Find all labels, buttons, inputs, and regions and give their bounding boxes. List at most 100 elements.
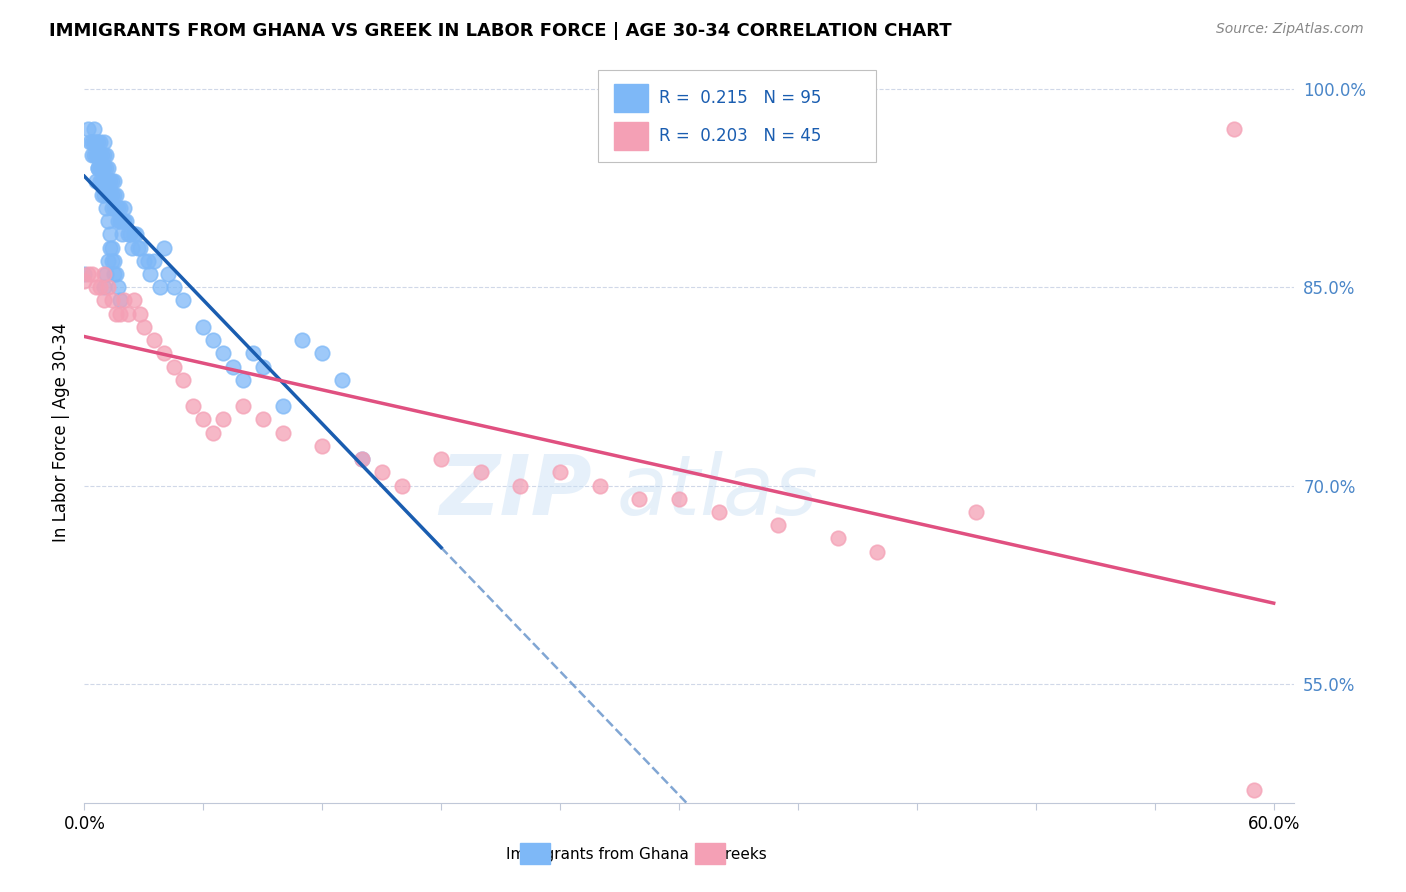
Point [105, 267, 128, 281]
Point [183, 399, 205, 413]
Point [83, 135, 105, 149]
Point [93, 148, 115, 162]
Point [149, 280, 172, 294]
Point [222, 359, 245, 374]
Point [89, 174, 111, 188]
Point [142, 333, 165, 347]
Point [93, 135, 115, 149]
Point [101, 240, 124, 255]
Point [152, 240, 174, 255]
Point [89, 148, 111, 162]
Point [866, 544, 889, 558]
Point [83, 121, 105, 136]
Point [125, 227, 148, 242]
FancyBboxPatch shape [599, 70, 876, 162]
Point [98, 227, 121, 242]
Point [172, 293, 194, 308]
Point [77, 267, 100, 281]
Text: Source: ZipAtlas.com: Source: ZipAtlas.com [1216, 22, 1364, 37]
Point [121, 240, 143, 255]
Point [271, 399, 294, 413]
Point [589, 478, 612, 492]
Text: ZIP: ZIP [440, 451, 592, 533]
Text: R =  0.203   N = 45: R = 0.203 N = 45 [659, 127, 821, 145]
Point [108, 214, 131, 228]
Point [548, 465, 571, 479]
Point [96, 148, 118, 162]
Point [107, 214, 129, 228]
Point [77, 121, 100, 136]
Point [232, 373, 254, 387]
Point [122, 227, 145, 242]
Point [91, 187, 114, 202]
Point [430, 452, 453, 467]
Point [89, 161, 111, 176]
Point [122, 293, 145, 308]
Point [91, 174, 114, 188]
Point [84, 148, 107, 162]
Bar [695, 843, 725, 863]
Point [73, 274, 96, 288]
Point [509, 478, 531, 492]
Point [965, 505, 987, 519]
Point [103, 267, 125, 281]
Point [82, 135, 104, 149]
Point [136, 253, 159, 268]
Point [97, 214, 120, 228]
Bar [520, 843, 550, 863]
Point [87, 148, 110, 162]
Point [97, 161, 120, 176]
Point [93, 187, 115, 202]
Text: Immigrants from Ghana: Immigrants from Ghana [506, 847, 689, 863]
Point [108, 201, 131, 215]
Point [82, 267, 104, 281]
Point [162, 280, 184, 294]
Point [101, 293, 124, 308]
Y-axis label: In Labor Force | Age 30-34: In Labor Force | Age 30-34 [52, 323, 70, 542]
Text: R =  0.215   N = 95: R = 0.215 N = 95 [659, 89, 821, 107]
Point [827, 532, 849, 546]
Point [156, 267, 179, 281]
Point [91, 148, 114, 162]
Point [101, 201, 124, 215]
Point [108, 307, 131, 321]
Point [291, 333, 314, 347]
Point [96, 161, 118, 176]
Point [212, 346, 235, 360]
Point [1243, 782, 1265, 797]
Point [311, 439, 333, 453]
Point [193, 319, 215, 334]
Point [96, 267, 118, 281]
Point [107, 201, 129, 215]
Point [117, 307, 139, 321]
Point [172, 373, 194, 387]
Point [93, 174, 115, 188]
Point [103, 174, 125, 188]
Point [93, 267, 115, 281]
Point [252, 412, 274, 426]
Point [117, 227, 139, 242]
Point [202, 333, 225, 347]
Point [112, 293, 135, 308]
Point [101, 253, 124, 268]
Point [79, 135, 101, 149]
Point [212, 412, 235, 426]
Point [97, 280, 120, 294]
Point [87, 161, 110, 176]
Point [766, 518, 789, 533]
Point [105, 201, 128, 215]
Point [103, 187, 125, 202]
Point [93, 161, 115, 176]
Point [242, 346, 264, 360]
Point [202, 425, 225, 440]
Point [391, 478, 413, 492]
Point [89, 135, 111, 149]
Point [271, 425, 294, 440]
Point [96, 174, 118, 188]
Bar [614, 121, 648, 150]
Point [152, 346, 174, 360]
Point [350, 452, 373, 467]
Point [132, 319, 155, 334]
Point [84, 280, 107, 294]
Point [84, 135, 107, 149]
